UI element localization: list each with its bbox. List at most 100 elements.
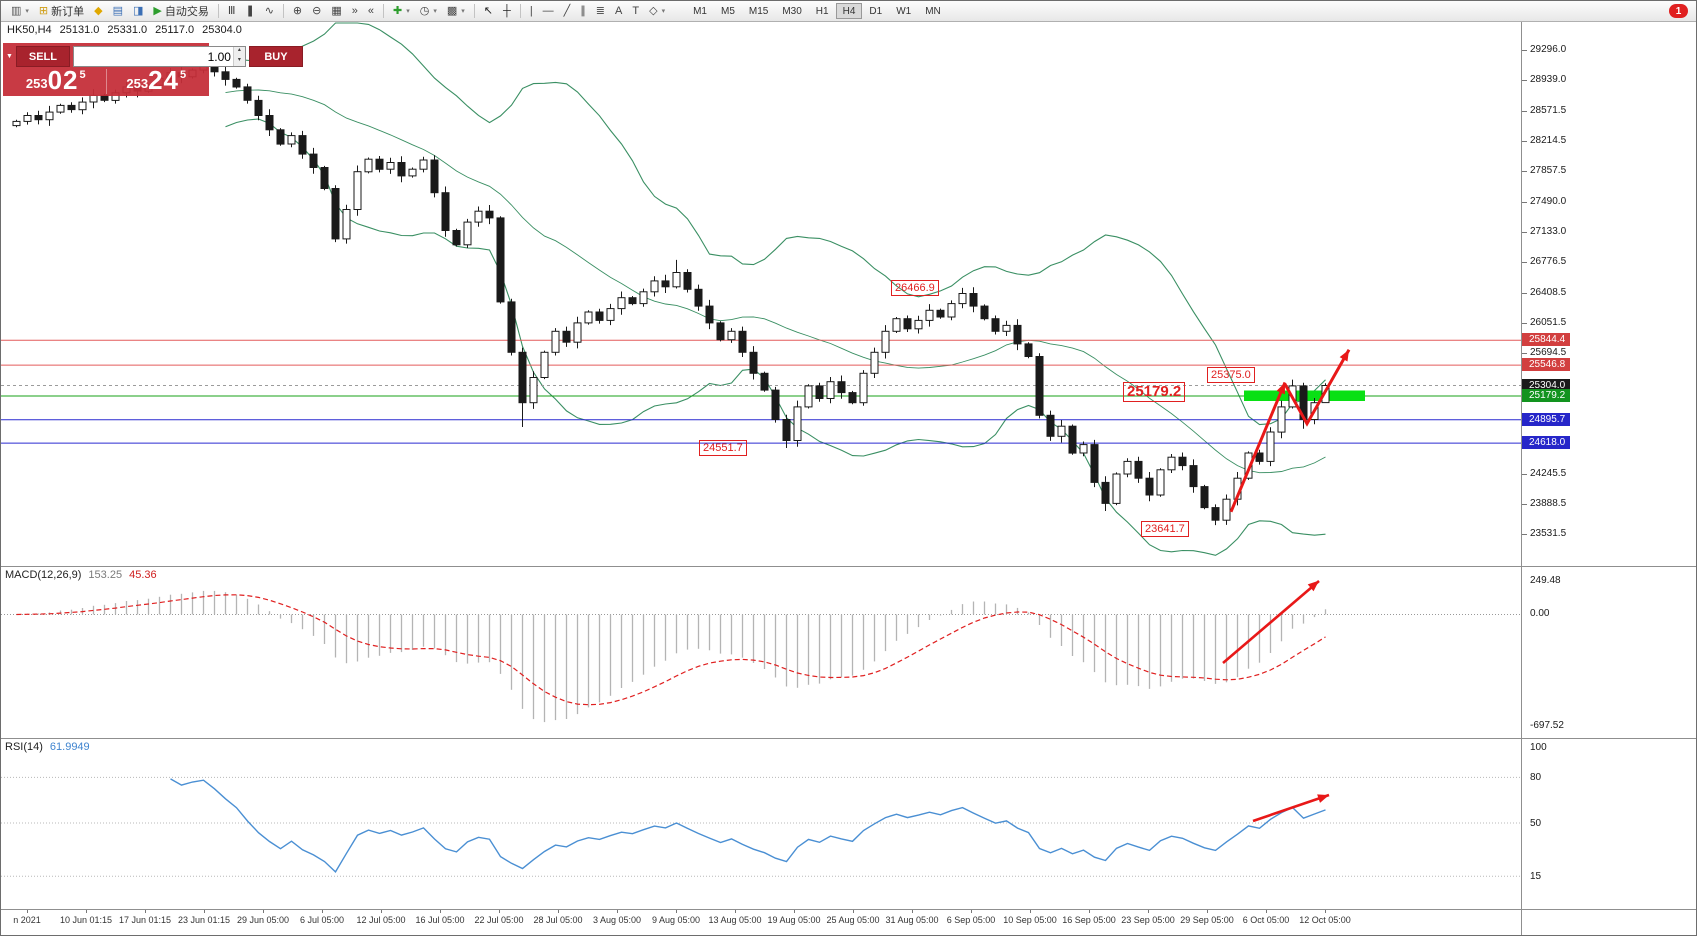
- candlestick-chart-icon[interactable]: ❚: [240, 2, 259, 21]
- price-annotation[interactable]: 25375.0: [1207, 367, 1255, 383]
- horizontal-line-icon[interactable]: —: [538, 2, 559, 21]
- sell-button[interactable]: SELL: [15, 46, 70, 67]
- candle: [1145, 477, 1154, 496]
- time-axis-label: 10 Sep 05:00: [1003, 915, 1057, 925]
- vertical-line-icon[interactable]: |: [525, 2, 538, 21]
- timeframe-d1[interactable]: D1: [862, 3, 889, 19]
- chart-symbol-period: HK50,H4: [7, 24, 52, 36]
- bollinger-upper-band: [225, 22, 1326, 426]
- zoom-in-icon[interactable]: ⊕: [288, 2, 307, 21]
- fibonacci-icon[interactable]: ≣: [591, 2, 610, 21]
- autotrading-button[interactable]: ▶ 自动交易: [148, 2, 213, 21]
- price-annotation[interactable]: 25179.2: [1123, 382, 1186, 402]
- timeframe-w1[interactable]: W1: [889, 3, 918, 19]
- candle: [67, 104, 76, 111]
- templates-icon[interactable]: ▩ ▾: [442, 2, 470, 21]
- macd-scale-axis[interactable]: 249.48 0.00 -697.52: [1521, 567, 1696, 738]
- rsi-scale-label: 15: [1530, 871, 1542, 882]
- navigator-icon[interactable]: ◨: [128, 2, 148, 21]
- candle: [1112, 473, 1121, 504]
- metaquotes-community-icon[interactable]: ◆: [89, 2, 107, 21]
- timeframe-m30[interactable]: M30: [775, 3, 808, 19]
- shapes-icon[interactable]: ◇ ▾: [644, 2, 670, 21]
- volume-field: ▴ ▾: [72, 46, 246, 67]
- bar-chart-icon: Ⅲ: [227, 4, 236, 17]
- text-icon[interactable]: A: [610, 2, 627, 21]
- time-axis-tick: [440, 910, 441, 913]
- price-axis-tick: 26051.5: [1530, 317, 1567, 328]
- candle: [1090, 444, 1099, 483]
- macd-panel: MACD(12,26,9) 153.25 45.36 249.48 0.00 -69…: [1, 567, 1696, 739]
- new-chart-menu-icon[interactable]: ▥ ▾: [6, 2, 34, 21]
- auto-scroll-icon[interactable]: »: [347, 2, 363, 21]
- candle: [650, 280, 659, 293]
- price-tag: 24618.0: [1522, 436, 1571, 449]
- candle: [639, 291, 648, 305]
- macd-chart[interactable]: [1, 567, 1521, 738]
- tile-windows-icon[interactable]: ▦: [326, 2, 346, 21]
- macd-trend-arrow[interactable]: [1222, 580, 1320, 664]
- channel-icon[interactable]: ∥: [575, 2, 591, 21]
- time-axis-tick: [853, 910, 854, 913]
- price-annotation[interactable]: 26466.9: [891, 280, 939, 296]
- periods-icon[interactable]: ◷ ▾: [415, 2, 442, 21]
- buy-button[interactable]: BUY: [248, 46, 303, 67]
- time-axis-tick: [971, 910, 972, 913]
- bollinger-middle-band: [225, 89, 1326, 474]
- chart-panel: HK50,H4 25131.0 25331.0 25117.0 25304.0 …: [1, 21, 1696, 567]
- volume-input[interactable]: [73, 47, 233, 66]
- tile-windows-icon: ▦: [331, 4, 342, 17]
- zoom-out-icon[interactable]: ⊖: [307, 2, 326, 21]
- price-annotation[interactable]: 23641.7: [1141, 521, 1189, 537]
- trend-arrow[interactable]: [1283, 349, 1351, 427]
- main-chart-canvas[interactable]: HK50,H4 25131.0 25331.0 25117.0 25304.0 …: [1, 21, 1521, 566]
- bar-chart-icon[interactable]: Ⅲ: [223, 2, 241, 21]
- rsi-canvas[interactable]: RSI(14) 61.9949: [1, 739, 1521, 909]
- time-axis-label: 12 Oct 05:00: [1299, 915, 1351, 925]
- candle: [507, 301, 516, 353]
- new-order-button[interactable]: ⊞ 新订单: [34, 2, 89, 21]
- timeframe-h1[interactable]: H1: [809, 3, 836, 19]
- trend-arrow[interactable]: [1229, 381, 1287, 513]
- candle: [1002, 324, 1011, 332]
- new-order-button: ⊞: [38, 4, 49, 17]
- line-chart-icon[interactable]: ∿: [260, 2, 279, 21]
- timeframe-m5[interactable]: M5: [714, 3, 742, 19]
- rsi-chart[interactable]: [1, 739, 1521, 909]
- candle: [705, 305, 714, 324]
- price-annotation[interactable]: 24551.7: [699, 440, 747, 456]
- indicators-icon[interactable]: ✚ ▾: [388, 2, 415, 21]
- timeframe-mn[interactable]: MN: [918, 3, 948, 19]
- candle: [1068, 425, 1077, 454]
- time-axis-labels[interactable]: n 2021 10 Jun 01:15 17 Jun 01:15 23 Jun 01:…: [1, 910, 1521, 935]
- trendline-icon[interactable]: ╱: [559, 2, 576, 21]
- crosshair-icon[interactable]: ┼: [498, 2, 516, 21]
- timeframe-m1[interactable]: M1: [686, 3, 714, 19]
- time-axis-tick: [912, 910, 913, 913]
- macd-canvas[interactable]: MACD(12,26,9) 153.25 45.36: [1, 567, 1521, 738]
- buy-price[interactable]: 253 24 5: [107, 67, 207, 94]
- candle: [749, 351, 758, 374]
- crosshair-icon: ┼: [503, 4, 511, 17]
- market-watch-icon[interactable]: ▤: [108, 2, 128, 21]
- candle: [1178, 456, 1187, 467]
- cursor-icon[interactable]: ↖: [479, 2, 498, 21]
- price-axis[interactable]: 29296.0 28939.0 28571.5 28214.5 27857.5 27490…: [1521, 21, 1696, 566]
- time-axis-label: 16 Jul 05:00: [415, 915, 465, 925]
- timeframe-m15[interactable]: M15: [742, 3, 775, 19]
- timeframe-h4[interactable]: H4: [835, 3, 863, 19]
- time-axis[interactable]: n 2021 10 Jun 01:15 17 Jun 01:15 23 Jun 01:…: [1, 910, 1696, 935]
- price-axis-tick-mark: [1522, 80, 1527, 81]
- label-icon[interactable]: T: [627, 2, 644, 21]
- sell-price[interactable]: 253 02 5: [6, 67, 106, 94]
- candle: [320, 167, 329, 189]
- volume-up-icon[interactable]: ▴: [237, 47, 241, 53]
- volume-down-icon[interactable]: ▾: [237, 56, 241, 63]
- collapse-trading-widget-icon[interactable]: ▼: [6, 53, 13, 60]
- rsi-trend-arrow[interactable]: [1252, 793, 1330, 823]
- rsi-scale-axis[interactable]: 100 80 50 15: [1521, 739, 1696, 909]
- notification-badge[interactable]: 1: [1669, 4, 1688, 18]
- chart-shift-icon[interactable]: «: [363, 2, 379, 21]
- candlestick-chart[interactable]: [1, 21, 1521, 566]
- candle: [430, 159, 439, 194]
